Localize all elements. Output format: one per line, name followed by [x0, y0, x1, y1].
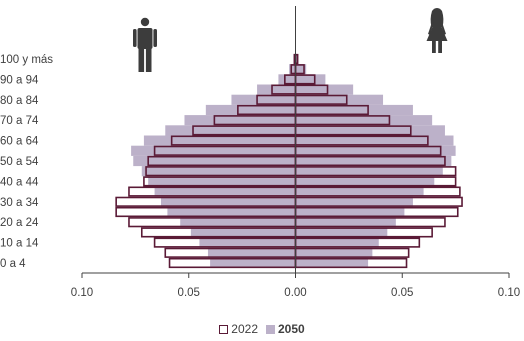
x-tick-label: 0.00 [284, 287, 306, 299]
bar-2050-left [133, 155, 296, 167]
bar-2050-left [167, 206, 296, 218]
age-group-label: 10 a 14 [0, 238, 39, 250]
bar-2050-right [295, 206, 405, 218]
bar-2050-left [131, 145, 296, 156]
age-group-label: 90 a 94 [0, 74, 39, 86]
bar-2050-right [295, 166, 443, 177]
age-group-label: 0 a 4 [0, 258, 26, 270]
bar-2050-right [295, 237, 379, 248]
bar-2050-left [165, 125, 296, 136]
bar-2050-right [295, 176, 435, 187]
bar-2050-left [278, 74, 296, 85]
bar-2050-left [154, 186, 296, 197]
age-group-label: 30 a 34 [0, 197, 39, 209]
series-2050-bars [131, 53, 456, 269]
age-group-labels: 0 a 4 10 a 14 20 a 24 30 a 34 40 a 44 50 a 54… [0, 54, 53, 270]
bar-2050-right [295, 257, 369, 269]
male-figure-icon [133, 17, 157, 72]
bar-2050-left [190, 227, 296, 238]
x-axis: 0.10 0.05 0.00 0.05 0.10 [71, 6, 520, 299]
legend-item-2022: 2022 [219, 322, 258, 336]
bar-2050-right [295, 125, 445, 136]
bar-2050-right [295, 84, 354, 95]
age-group-label: 60 a 64 [0, 136, 39, 148]
bar-2050-left [148, 176, 296, 187]
bar-2050-right [295, 64, 307, 75]
bar-2050-right [295, 155, 452, 167]
female-figure-icon [426, 8, 448, 53]
bar-2050-left [180, 217, 296, 228]
bar-2050-right [295, 74, 326, 85]
legend-label-2022: 2022 [231, 322, 258, 336]
bar-2050-right [295, 145, 456, 156]
age-group-label: 70 a 74 [0, 115, 39, 127]
age-group-label: 40 a 44 [0, 176, 39, 188]
age-group-label: 20 a 24 [0, 217, 39, 229]
bar-2050-right [295, 247, 373, 258]
legend-swatch-2022 [219, 324, 229, 334]
bar-2050-right [295, 227, 388, 238]
bar-2050-left [141, 166, 296, 177]
bar-2050-left [231, 94, 296, 105]
bar-2050-right [295, 115, 433, 126]
bar-2050-left [207, 247, 296, 258]
chart-legend: 2022 2050 [0, 321, 524, 337]
bar-2050-left [205, 104, 296, 116]
legend-item-2050: 2050 [266, 322, 305, 336]
bar-2050-left [143, 135, 296, 146]
bar-2050-right [295, 104, 413, 116]
bar-2050-right [295, 196, 413, 207]
age-group-label: 80 a 84 [0, 95, 39, 107]
bar-2050-left [257, 84, 296, 95]
x-tick-label: 0.10 [71, 287, 93, 299]
bar-2050-right [295, 94, 384, 105]
bar-2050-left [289, 64, 296, 75]
legend-label-2050: 2050 [278, 322, 305, 336]
x-tick-label: 0.05 [391, 287, 413, 299]
bar-2050-right [295, 217, 396, 228]
bar-2050-left [210, 257, 296, 269]
bar-2050-left [184, 115, 296, 126]
legend-swatch-2050 [266, 324, 275, 334]
bar-2050-left [199, 237, 296, 248]
age-group-label: 50 a 54 [0, 156, 39, 168]
bar-2050-right [295, 135, 454, 146]
bar-2050-right [295, 53, 298, 65]
bar-2050-left [160, 196, 296, 207]
age-group-label: 100 y más [0, 54, 53, 66]
bar-2050-right [295, 186, 424, 197]
x-tick-label: 0.05 [178, 287, 200, 299]
x-tick-label: 0.10 [498, 287, 520, 299]
